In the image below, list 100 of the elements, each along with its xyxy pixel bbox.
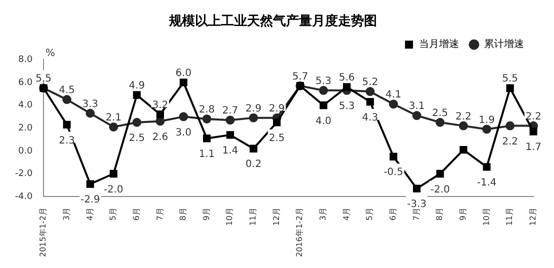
point xyxy=(248,113,258,122)
x-tick-label: 3月 xyxy=(318,208,328,221)
y-axis-title: % xyxy=(46,48,56,60)
x-tick-label: 11月 xyxy=(248,208,258,226)
x-tick-label: 12月 xyxy=(272,208,281,226)
data-label: 4.1 xyxy=(385,90,402,101)
point xyxy=(460,146,468,154)
data-label: 1.7 xyxy=(525,142,542,154)
x-tick-label: 9月 xyxy=(202,208,211,221)
x-tick-label: 6月 xyxy=(388,208,398,221)
point xyxy=(132,118,142,127)
point xyxy=(109,122,118,132)
point xyxy=(226,131,234,139)
point xyxy=(318,86,328,95)
y-tick-label: 6.0 xyxy=(18,78,33,88)
data-label: 2.5 xyxy=(128,132,145,144)
point xyxy=(342,83,351,91)
legend-label: 当月增速 xyxy=(419,38,459,50)
data-label: -1.4 xyxy=(476,177,497,188)
data-label: 3.1 xyxy=(408,101,425,112)
point xyxy=(180,78,188,86)
point xyxy=(390,152,398,160)
point xyxy=(506,84,514,92)
data-label: 1.1 xyxy=(198,148,215,160)
y-tick-label: -2.0 xyxy=(15,169,33,180)
data-label: 2.5 xyxy=(268,132,285,144)
x-tick-label: 6月 xyxy=(132,208,141,221)
data-label: 5.3 xyxy=(316,76,332,88)
point xyxy=(530,128,538,136)
data-label: -2.9 xyxy=(80,194,100,206)
data-label: 3.0 xyxy=(176,127,192,138)
point xyxy=(506,121,515,130)
x-tick-label: 8月 xyxy=(435,208,444,221)
data-label: 4.0 xyxy=(316,116,332,127)
legend-label: 累计增速 xyxy=(484,38,524,50)
data-label: 2.6 xyxy=(152,132,168,143)
point xyxy=(179,112,188,122)
point xyxy=(388,100,398,109)
data-label: 4.9 xyxy=(128,80,145,92)
point xyxy=(86,108,95,118)
data-label: -0.5 xyxy=(384,167,404,178)
point xyxy=(203,134,211,142)
data-label: 5.2 xyxy=(362,77,378,88)
x-tick-label: 4月 xyxy=(85,208,94,221)
y-tick-label: 2.0 xyxy=(18,123,33,134)
point xyxy=(412,111,422,120)
chart-title: 规模以上工业天然气产量月度走势图 xyxy=(168,13,377,30)
y-tick-label: -4.0 xyxy=(15,192,33,202)
point xyxy=(202,114,212,124)
data-label: -2.0 xyxy=(104,184,124,196)
data-label: 1.9 xyxy=(478,114,495,126)
point xyxy=(482,124,492,134)
x-tick-label: 2015年1-2月 xyxy=(38,208,48,258)
point xyxy=(62,95,72,104)
data-label: 3.3 xyxy=(82,98,98,110)
point xyxy=(226,116,235,125)
point xyxy=(156,110,164,118)
data-label: -2.0 xyxy=(430,184,450,196)
point xyxy=(366,98,374,106)
data-label: 3.2 xyxy=(152,100,168,111)
data-label: 4.3 xyxy=(362,112,378,124)
point xyxy=(320,101,328,110)
point xyxy=(436,118,445,127)
data-label: 2.2 xyxy=(502,136,518,148)
data-label: 6.0 xyxy=(176,68,192,80)
data-label: 2.7 xyxy=(222,106,238,117)
point xyxy=(63,120,71,128)
point xyxy=(366,87,375,96)
data-label: 5.5 xyxy=(36,74,52,85)
point xyxy=(458,121,468,130)
x-tick-label: 4月 xyxy=(342,208,351,221)
y-tick-label: 4.0 xyxy=(18,100,33,111)
data-label: 5.7 xyxy=(292,71,308,82)
data-label: 1.4 xyxy=(222,146,238,157)
y-tick-label: 8.0 xyxy=(18,54,33,65)
x-tick-label: 11月 xyxy=(505,208,514,226)
x-tick-label: 9月 xyxy=(458,208,468,221)
x-tick-label: 7月 xyxy=(412,208,421,221)
y-tick-label: 0.0 xyxy=(18,146,33,156)
point xyxy=(482,163,491,171)
x-tick-label: 7月 xyxy=(155,208,164,221)
data-label: 4.5 xyxy=(58,85,75,96)
point xyxy=(272,118,281,126)
data-label: 2.9 xyxy=(246,103,262,114)
point xyxy=(133,91,141,99)
data-label: 0.2 xyxy=(246,159,262,170)
x-tick-label: 8月 xyxy=(178,208,188,221)
data-label: 5.6 xyxy=(338,72,355,84)
x-tick-label: 5月 xyxy=(108,208,118,221)
point xyxy=(412,184,421,192)
x-tick-label: 12月 xyxy=(528,208,538,226)
point xyxy=(110,170,118,178)
data-label: 2.5 xyxy=(432,108,448,119)
x-tick-label: 10月 xyxy=(482,208,491,226)
data-label: 2.2 xyxy=(525,111,542,122)
data-label: 2.2 xyxy=(455,111,472,122)
data-label: -3.3 xyxy=(407,199,427,210)
data-label: 2.3 xyxy=(58,135,75,146)
x-tick-label: 10月 xyxy=(225,208,234,226)
x-tick-label: 2016年1-2月 xyxy=(295,208,304,258)
